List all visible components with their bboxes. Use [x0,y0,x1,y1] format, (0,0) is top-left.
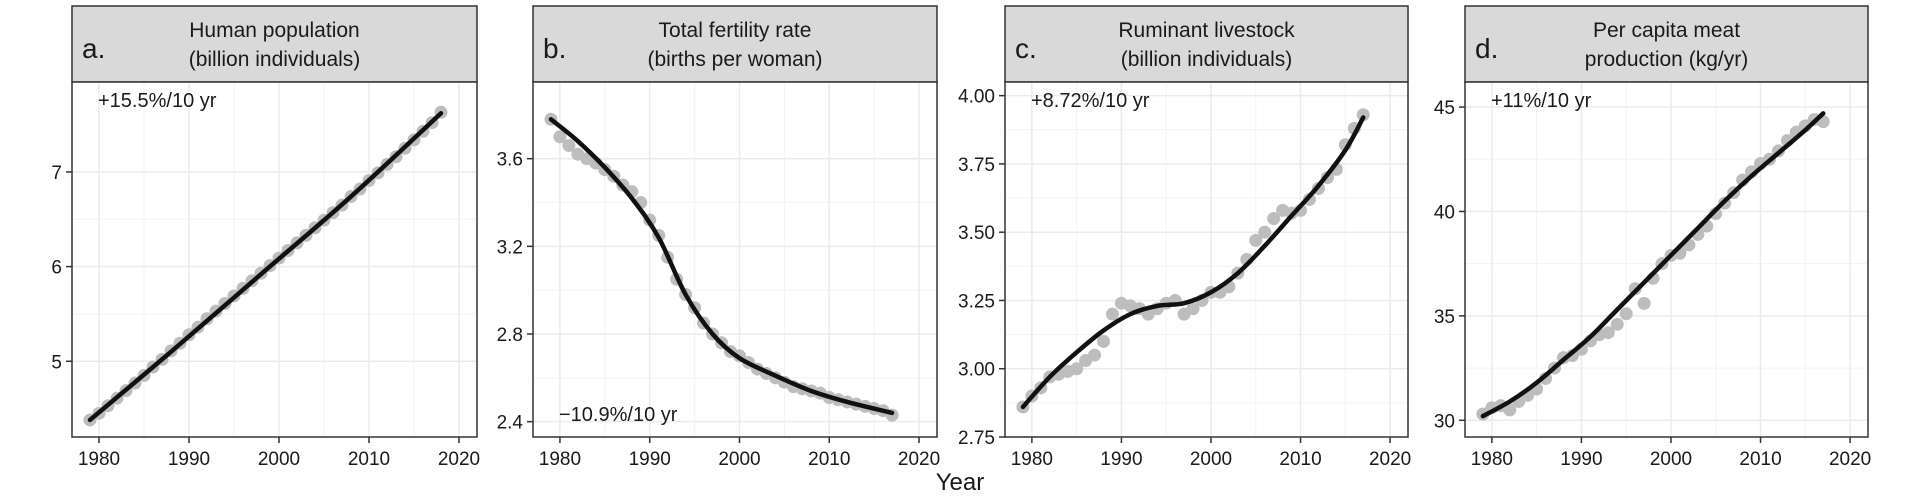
data-point [1070,362,1084,376]
y-tick-label: 35 [1434,307,1455,328]
x-tick-label: 2000 [1650,449,1692,470]
panel-frame [532,81,938,438]
trend-annotation: +15.5%/10 yr [98,90,217,112]
trend-line [1020,115,1366,410]
data-point [1637,296,1651,310]
x-tick-label: 1990 [1560,449,1602,470]
y-tick-label: 3.25 [958,291,995,312]
x-tick-label: 2000 [258,449,300,470]
y-tick-label: 7 [51,163,62,184]
panel-letter: d. [1475,33,1498,64]
y-tick-label: 2.8 [497,325,523,346]
panel-letter: b. [543,33,566,64]
data-point [1267,212,1281,226]
x-tick-label: 2020 [898,449,940,470]
trend-annotation: +8.72%/10 yr [1031,90,1150,112]
x-tick-label: 2020 [1829,449,1871,470]
panel-title-line1: Human population [189,19,359,42]
y-tick-label: 3.00 [958,360,995,381]
panel-strip [1464,5,1869,83]
trend-line [1480,111,1826,419]
x-tick-label: 2010 [348,449,390,470]
panels: a. Human population (billion individuals) 1… [51,5,1871,470]
y-tick-label: 3.50 [958,223,995,244]
data-point [1356,108,1370,122]
panel-title-line2: (births per woman) [647,48,822,71]
trend-annotation: +11%/10 yr [1491,90,1592,112]
x-axis-title: Year [936,469,985,496]
panel-frame [1464,81,1869,438]
data-point [1601,326,1615,340]
panel-title-line1: Total fertility rate [659,19,812,42]
panel-title-line2: production (kg/yr) [1585,48,1748,71]
panel-4: d. Per capita meat production (kg/yr) 1980 1… [1434,5,1871,470]
panel-title-line1: Per capita meat [1593,19,1740,42]
data-point [562,139,576,153]
y-tick-label: 2.75 [958,428,995,449]
y-tick-label: 2.4 [497,413,524,434]
panel-strip [532,5,938,83]
x-tick-label: 2010 [1739,449,1781,470]
data-point [1249,233,1263,247]
data-point [1610,317,1624,331]
x-tick-label: 2010 [808,449,850,470]
panel-3: c. Ruminant livestock (billion individuals… [958,5,1411,470]
x-tick-label: 1980 [78,449,120,470]
x-tick-label: 2010 [1279,449,1321,470]
x-tick-label: 1980 [539,449,581,470]
x-tick-label: 2020 [438,449,480,470]
panel-2: b. Total fertility rate (births per woman)… [497,5,940,470]
x-tick-label: 2020 [1369,449,1411,470]
y-tick-label: 30 [1434,411,1455,432]
y-tick-label: 3.6 [497,150,523,171]
panel-1: a. Human population (billion individuals) 1… [51,5,480,470]
y-tick-label: 40 [1434,202,1455,223]
data-point [1097,334,1111,348]
x-tick-label: 1990 [168,449,210,470]
y-tick-label: 3.75 [958,155,995,176]
panel-strip [1004,5,1409,83]
y-tick-label: 3.2 [497,237,523,258]
x-tick-label: 1990 [629,449,671,470]
plot-area [1005,82,1408,437]
y-tick-label: 4.00 [958,87,995,108]
x-tick-label: 1980 [1471,449,1513,470]
data-point [1619,307,1633,321]
data-point [1088,348,1102,362]
data-point [1503,403,1517,417]
trend-annotation: −10.9%/10 yr [559,404,678,426]
y-tick-label: 6 [51,258,62,279]
trend-line [87,110,444,423]
panel-title-line2: (billion individuals) [1121,48,1293,71]
data-point [1258,225,1272,239]
panel-frame [71,81,478,438]
x-tick-label: 2000 [1190,449,1232,470]
data-point [1105,307,1119,321]
x-tick-label: 2000 [718,449,760,470]
panel-title-line2: (billion individuals) [189,48,361,71]
panel-letter: c. [1015,33,1037,64]
panel-title-line1: Ruminant livestock [1118,19,1295,42]
y-tick-label: 5 [51,352,62,373]
plot-area [533,82,937,437]
panel-letter: a. [82,33,105,64]
data-point [1186,302,1200,316]
x-tick-label: 1990 [1100,449,1142,470]
panel-frame [1004,81,1409,438]
trend-line [548,117,895,416]
x-tick-label: 1980 [1011,449,1053,470]
y-tick-label: 45 [1434,98,1455,119]
data-point [553,130,567,144]
panel-strip [71,5,478,83]
